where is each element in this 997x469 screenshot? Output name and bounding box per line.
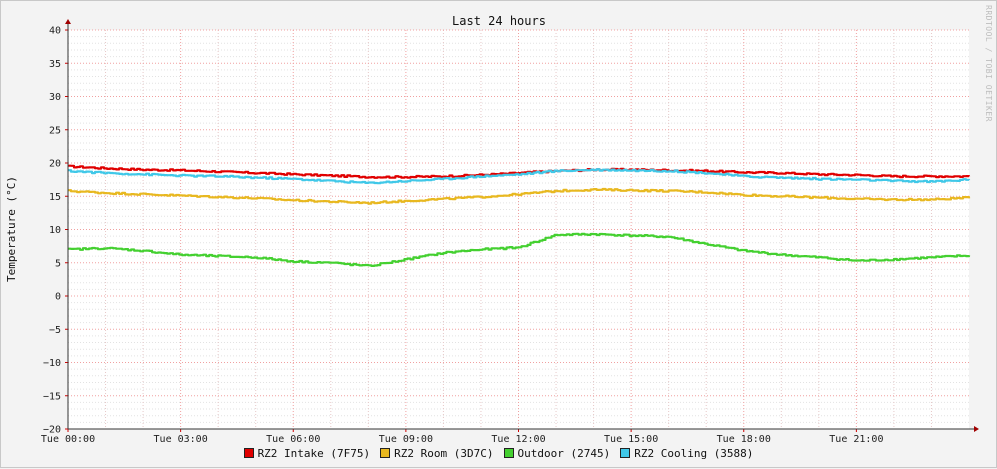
legend-swatch xyxy=(503,448,514,458)
legend-item: Outdoor (2745) xyxy=(503,447,611,460)
x-tick-label: Tue 06:00 xyxy=(266,434,320,445)
legend-label: RZ2 Intake (7F75) xyxy=(257,447,371,460)
series-line xyxy=(68,232,971,267)
x-axis-arrow xyxy=(974,426,979,432)
legend-item: RZ2 Intake (7F75) xyxy=(243,447,371,460)
x-tick-label: Tue 18:00 xyxy=(717,434,771,445)
x-tick-label: Tue 12:00 xyxy=(491,434,545,445)
legend: RZ2 Intake (7F75) RZ2 Room (3D7C) Outdoor … xyxy=(1,447,996,460)
series-layer xyxy=(68,164,971,267)
chart-title: Last 24 hours xyxy=(452,14,546,28)
legend-swatch xyxy=(243,448,254,458)
legend-label: RZ2 Room (3D7C) xyxy=(394,447,494,460)
x-tick-label: Tue 09:00 xyxy=(379,434,433,445)
y-tick-label: 0 xyxy=(55,292,61,303)
legend-item: RZ2 Room (3D7C) xyxy=(380,447,494,460)
y-tick-label: 30 xyxy=(49,92,61,103)
legend-label: RZ2 Cooling (3588) xyxy=(634,447,754,460)
y-axis-arrow xyxy=(65,19,71,24)
y-axis-label: Temperature (°C) xyxy=(5,176,18,282)
y-tick-label: 25 xyxy=(49,125,61,136)
x-tick-label: Tue 21:00 xyxy=(829,434,883,445)
series-line xyxy=(68,187,971,205)
legend-swatch xyxy=(620,448,631,458)
y-tick-label: 15 xyxy=(49,192,61,203)
x-tick-label: Tue 03:00 xyxy=(154,434,208,445)
y-tick-label: −20 xyxy=(43,425,61,436)
legend-swatch xyxy=(380,448,391,458)
y-tick-label: 20 xyxy=(49,159,61,170)
y-tick-label: 5 xyxy=(55,258,61,269)
axes: −20 −15 −10 −5 0 5 10 15 20 25 30 35 40 Tue 00:00 Tue … xyxy=(41,19,979,445)
series-line xyxy=(68,168,971,185)
x-tick-label: Tue 00:00 xyxy=(41,434,95,445)
y-tick-label: −5 xyxy=(49,325,61,336)
grid xyxy=(67,29,969,430)
y-tick-label: 10 xyxy=(49,225,61,236)
y-tick-label: 40 xyxy=(49,26,61,37)
legend-label: Outdoor (2745) xyxy=(517,447,611,460)
legend-item: RZ2 Cooling (3588) xyxy=(620,447,753,460)
x-tick-label: Tue 15:00 xyxy=(604,434,658,445)
y-tick-label: 35 xyxy=(49,59,61,70)
watermark: RRDTOOL / TOBI OETIKER xyxy=(984,5,993,122)
y-tick-label: −15 xyxy=(43,391,61,402)
y-tick-label: −10 xyxy=(43,358,61,369)
